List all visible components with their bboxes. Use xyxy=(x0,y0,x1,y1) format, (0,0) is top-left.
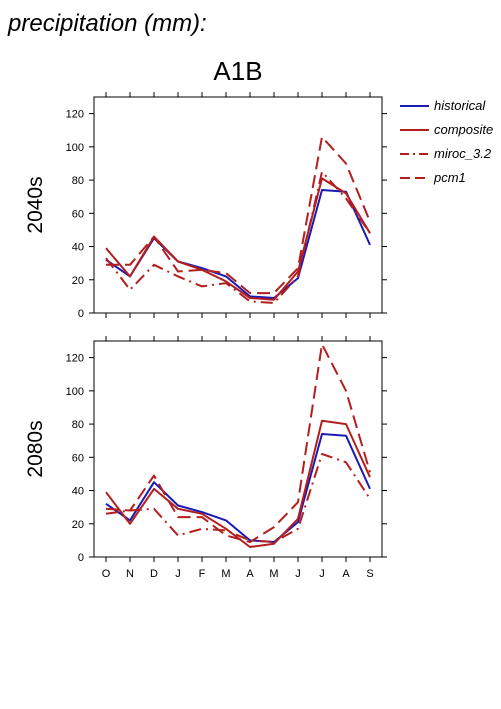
y-tick-label: 60 xyxy=(72,452,84,464)
legend-item-composite: composite xyxy=(400,122,493,137)
x-tick-label: F xyxy=(199,568,206,580)
y-tick-label: 40 xyxy=(72,486,84,498)
panel-2040s: 0 20 40 60 80 100 120 2040s xyxy=(24,92,387,320)
x-tick-label: J xyxy=(319,568,325,580)
series-composite xyxy=(105,419,371,548)
series-historical xyxy=(105,433,371,543)
series-pcm1 xyxy=(105,343,371,543)
legend-label: miroc_3.2 xyxy=(434,146,492,161)
row-label: 2040s xyxy=(24,176,47,233)
x-tick-label: M xyxy=(221,568,230,580)
legend-item-miroc_3.2: miroc_3.2 xyxy=(400,146,492,161)
x-tick-label: A xyxy=(246,568,254,580)
chart-panels: 0 20 40 60 80 100 120 2040s 0 20 40 60 80 100 120 O N D J F… xyxy=(24,92,387,580)
legend-label: historical xyxy=(434,98,486,113)
x-tick-label: N xyxy=(126,568,134,580)
y-tick-label: 120 xyxy=(66,353,84,365)
legend-item-historical: historical xyxy=(400,98,486,113)
legend-item-pcm1: pcm1 xyxy=(400,170,466,185)
y-tick-label: 20 xyxy=(72,275,84,287)
x-tick-label: M xyxy=(269,568,278,580)
legend-label: pcm1 xyxy=(433,170,466,185)
y-tick-label: 40 xyxy=(72,242,84,254)
panel-2080s: 0 20 40 60 80 100 120 O N D J F M A M J J A S 2080s xyxy=(24,336,387,580)
x-tick-label: J xyxy=(175,568,181,580)
legend: historical composite miroc_3.2 pcm1 xyxy=(400,98,493,185)
legend-label: composite xyxy=(434,122,493,137)
y-tick-label: 100 xyxy=(66,142,84,154)
y-tick-label: 0 xyxy=(78,552,84,564)
row-label: 2080s xyxy=(24,420,47,477)
scenario-title: A1B xyxy=(213,56,262,86)
x-tick-label: D xyxy=(150,568,158,580)
x-tick-label: O xyxy=(102,568,111,580)
y-tick-label: 100 xyxy=(66,386,84,398)
plot-frame xyxy=(93,96,383,314)
series-miroc_3.2 xyxy=(105,453,371,543)
plot-frame xyxy=(93,340,383,558)
x-tick-label: A xyxy=(342,568,350,580)
y-tick-label: 80 xyxy=(72,419,84,431)
x-tick-label: S xyxy=(366,568,373,580)
y-tick-label: 60 xyxy=(72,208,84,220)
figure-title: precipitation (mm): xyxy=(7,10,207,37)
series-historical xyxy=(105,189,371,299)
series-pcm1 xyxy=(106,135,371,295)
y-tick-label: 80 xyxy=(72,175,84,187)
series-composite xyxy=(105,177,371,301)
series-miroc_3.2 xyxy=(105,170,371,304)
y-tick-label: 20 xyxy=(72,519,84,531)
y-tick-label: 0 xyxy=(78,308,84,320)
x-tick-label: J xyxy=(295,568,301,580)
y-tick-label: 120 xyxy=(66,109,84,121)
